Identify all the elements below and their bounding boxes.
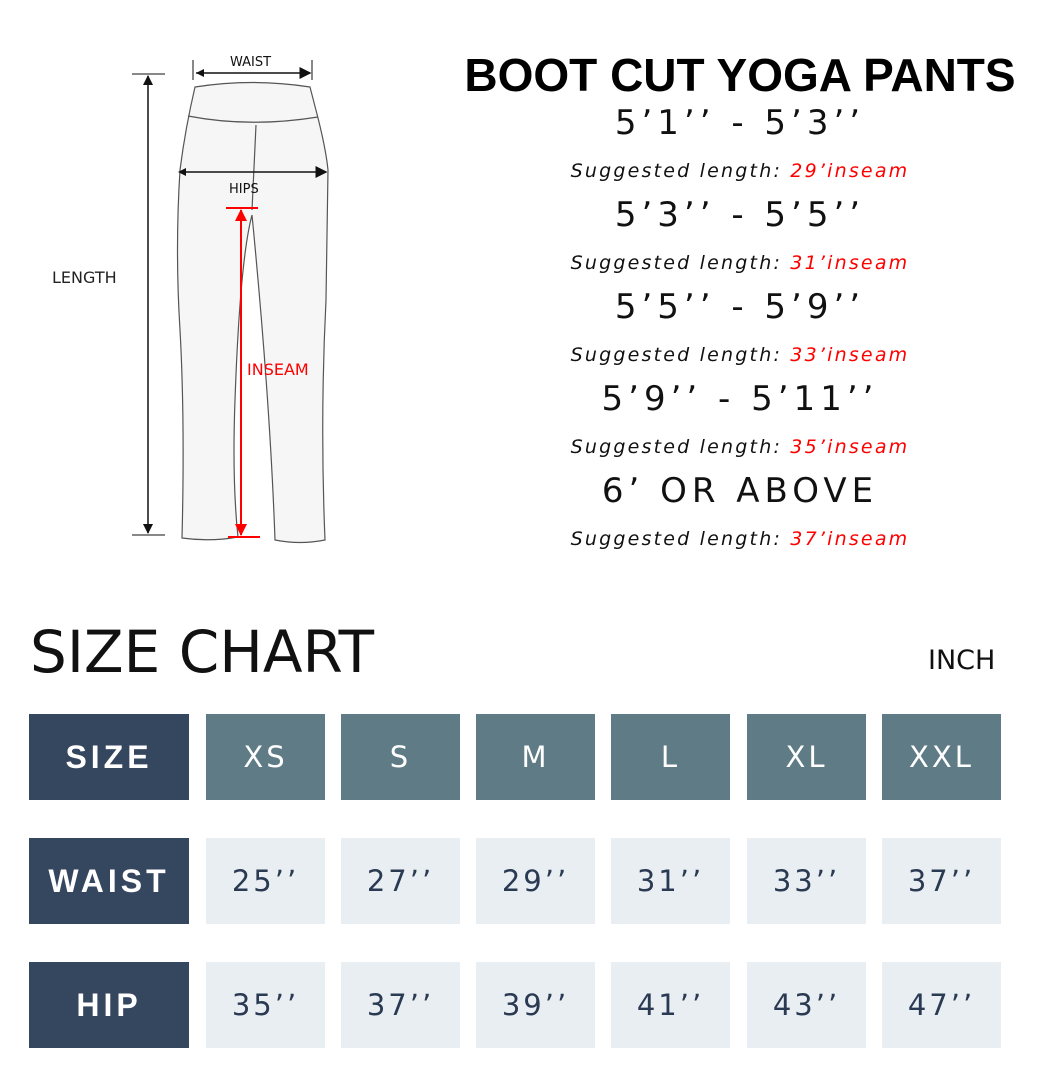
size-header-cell: S [341, 714, 460, 800]
table-cell: 47’’ [882, 962, 1001, 1048]
suggested-length: Suggested length: 33’inseam [440, 332, 1040, 378]
row-label-size: SIZE [29, 714, 189, 800]
table-cell: 37’’ [341, 962, 460, 1048]
table-cell: 37’’ [882, 838, 1001, 924]
inseam-value: 37’inseam [790, 528, 910, 550]
suggested-length-label: Suggested length: [570, 160, 783, 182]
height-range: 5’1’’ - 5’3’’ [614, 103, 866, 143]
suggested-length-label: Suggested length: [570, 344, 783, 366]
height-range: 6’ OR ABOVE [601, 471, 879, 511]
pants-outline [176, 81, 329, 544]
inseam-value: 29’inseam [790, 160, 910, 182]
size-header-cell: L [611, 714, 730, 800]
hips-label: HIPS [229, 182, 259, 197]
table-cell: 39’’ [476, 962, 595, 1048]
size-header-cell: M [476, 714, 595, 800]
table-cell: 33’’ [747, 838, 866, 924]
size-header-cell: XS [206, 714, 325, 800]
row-label-waist: WAIST [29, 838, 189, 924]
suggested-length-label: Suggested length: [570, 436, 783, 458]
height-range: 5’9’’ - 5’11’’ [601, 379, 879, 419]
suggested-length-label: Suggested length: [570, 252, 783, 274]
table-cell: 41’’ [611, 962, 730, 1048]
table-cell: 27’’ [341, 838, 460, 924]
height-range: 5’3’’ - 5’5’’ [614, 195, 866, 235]
table-cell: 35’’ [206, 962, 325, 1048]
suggested-length: Suggested length: 31’inseam [440, 240, 1040, 286]
product-title: BOOT CUT YOGA PANTS [464, 49, 1016, 101]
size-chart-title: SIZE CHART [30, 618, 375, 686]
size-header-cell: XXL [882, 714, 1001, 800]
suggested-length: Suggested length: 29’inseam [440, 148, 1040, 194]
row-label-hip: HIP [29, 962, 189, 1048]
height-range: 5’5’’ - 5’9’’ [614, 287, 866, 327]
table-cell: 25’’ [206, 838, 325, 924]
inseam-label: INSEAM [247, 360, 309, 379]
inseam-value: 31’inseam [790, 252, 910, 274]
table-cell: 31’’ [611, 838, 730, 924]
inseam-value: 35’inseam [790, 436, 910, 458]
inseam-value: 33’inseam [790, 344, 910, 366]
size-header-cell: XL [747, 714, 866, 800]
table-cell: 43’’ [747, 962, 866, 1048]
unit-label: INCH [928, 645, 996, 676]
table-cell: 29’’ [476, 838, 595, 924]
suggested-length-label: Suggested length: [570, 528, 783, 550]
suggested-length: Suggested length: 35’inseam [440, 424, 1040, 470]
waist-label: WAIST [230, 55, 271, 70]
pants-measurement-diagram: WAIST HIPS LENGTH INSEAM [52, 55, 329, 544]
suggested-length: Suggested length: 37’inseam [440, 516, 1040, 562]
length-label: LENGTH [52, 268, 117, 287]
